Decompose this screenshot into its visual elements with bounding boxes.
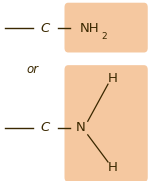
Text: NH: NH (80, 22, 100, 35)
Text: H: H (108, 161, 117, 174)
Text: H: H (108, 72, 117, 85)
FancyBboxPatch shape (64, 65, 148, 181)
Text: 2: 2 (101, 32, 107, 41)
Text: C: C (40, 22, 50, 35)
FancyBboxPatch shape (64, 3, 148, 52)
Text: N: N (75, 121, 85, 134)
Text: or: or (27, 63, 39, 76)
Text: C: C (40, 121, 50, 134)
